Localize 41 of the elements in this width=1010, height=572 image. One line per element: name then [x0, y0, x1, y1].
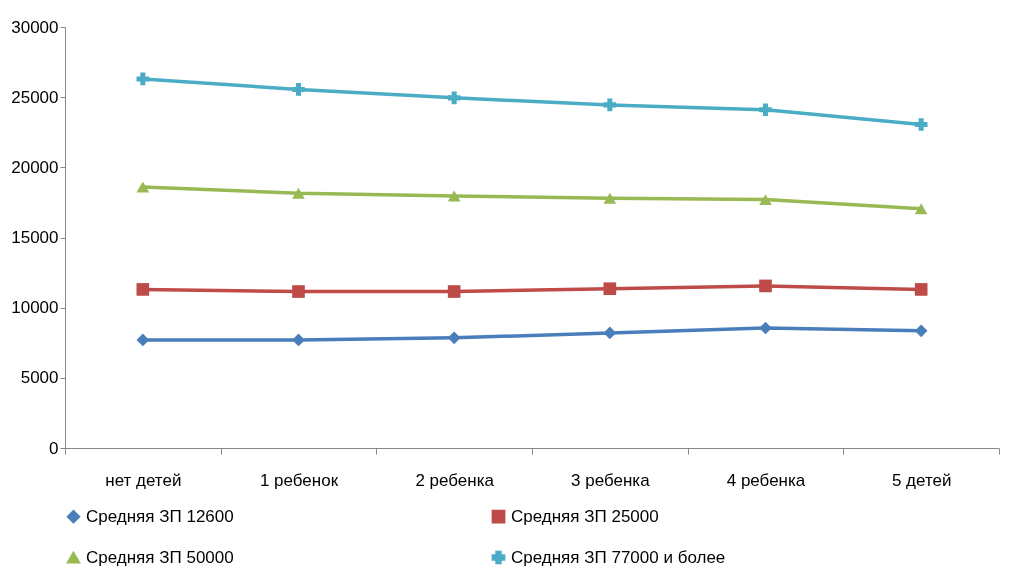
point [447, 285, 461, 298]
point [914, 203, 928, 215]
x-tick-label: нет детей [105, 470, 182, 490]
point [603, 98, 617, 112]
point [914, 118, 928, 131]
y-tick-label: 0 [49, 438, 59, 458]
point [759, 279, 772, 293]
y-tick-label: 5000 [20, 368, 59, 388]
x-tick-label: 2 ребенка [415, 470, 495, 490]
point [292, 83, 305, 96]
y-tick-label: 20000 [11, 157, 59, 177]
point [292, 187, 305, 199]
point [603, 192, 617, 204]
legend-label: Средняя ЗП 25000 [511, 506, 659, 526]
legend-label: Средняя ЗП 77000 и более [511, 547, 726, 567]
point [136, 333, 150, 347]
legend-label: Средняя ЗП 50000 [86, 547, 234, 567]
x-tick-label: 3 ребенка [571, 470, 651, 490]
point [292, 333, 305, 347]
x-tick-label: 1 ребенок [259, 470, 339, 490]
y-tick-label: 15000 [11, 228, 59, 247]
point [447, 331, 461, 345]
point [914, 324, 928, 338]
y-tick-label: 30000 [11, 17, 59, 37]
point [914, 283, 928, 296]
point [759, 103, 772, 117]
legend-label: Средняя ЗП 12600 [86, 506, 234, 526]
point [759, 194, 772, 206]
point [136, 181, 150, 193]
point [136, 283, 150, 296]
point [292, 285, 305, 298]
y-tick-label: 25000 [11, 87, 59, 107]
point [447, 91, 461, 105]
point [447, 190, 461, 202]
point [759, 321, 772, 335]
point [603, 282, 617, 296]
y-tick-label: 10000 [11, 298, 59, 318]
point [603, 326, 617, 340]
x-tick-label: 5 детей [891, 470, 952, 490]
x-tick-label: 4 ребенка [726, 470, 806, 490]
point [136, 72, 150, 86]
